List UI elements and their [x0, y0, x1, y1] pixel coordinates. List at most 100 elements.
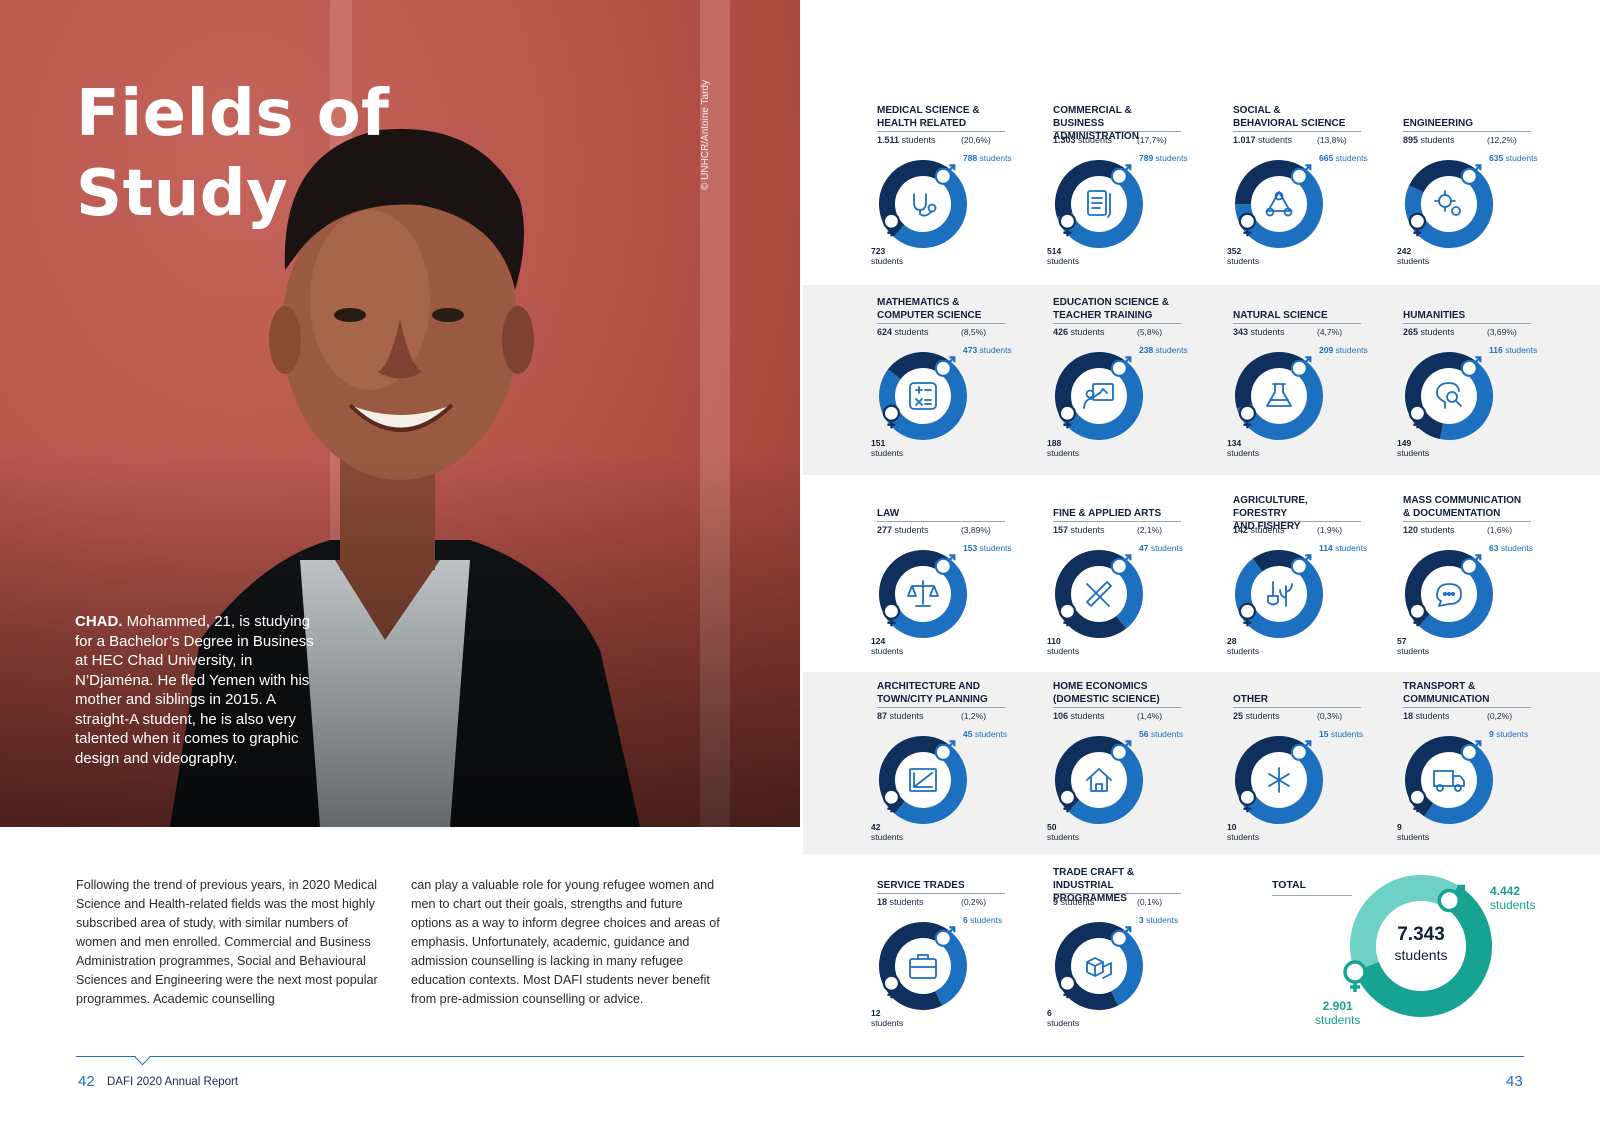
- field-male-unit: students: [977, 543, 1012, 553]
- male-segment: [1235, 557, 1323, 638]
- field-name: MASS COMMUNICATION & DOCUMENTATION: [1403, 494, 1533, 520]
- field-female-unit: students: [1397, 832, 1430, 842]
- field-male-students: 114 students: [1319, 543, 1367, 553]
- female-symbol-icon: [882, 602, 900, 627]
- field-male-unit: students: [977, 153, 1012, 163]
- field-female-count: 188: [1047, 438, 1062, 448]
- blueprint-icon: [909, 768, 937, 792]
- field-female-unit: students: [871, 832, 904, 842]
- field-male-students: 47 students: [1139, 543, 1183, 553]
- field-female-students: 134 students: [1227, 438, 1259, 458]
- field-people-network: SOCIAL & BEHAVIORAL SCIENCE 1.017 students…: [1227, 100, 1373, 280]
- house-icon: [1086, 768, 1112, 792]
- field-female-students: 9 students: [1397, 822, 1429, 842]
- field-name: ENGINEERING: [1403, 117, 1533, 130]
- field-name: AGRICULTURE, FORESTRY AND FISHERY: [1233, 494, 1363, 533]
- field-male-unit: students: [1328, 729, 1363, 739]
- body-text-column-2: can play a valuable role for young refug…: [411, 878, 720, 1006]
- field-name: NATURAL SCIENCE: [1233, 309, 1363, 322]
- female-segment: [1235, 736, 1304, 795]
- field-total: 1.511 students: [877, 135, 936, 145]
- field-name-line-1: OTHER: [1233, 694, 1268, 705]
- male-symbol-icon: [934, 356, 956, 377]
- female-symbol-icon: [882, 788, 900, 813]
- field-rule: [877, 707, 1005, 708]
- female-symbol-icon: [1238, 404, 1256, 429]
- field-total-count: 106: [1053, 711, 1069, 721]
- donut-center: [895, 368, 951, 424]
- female-symbol-icon: [1058, 212, 1076, 237]
- field-total: 106 students: [1053, 711, 1105, 721]
- field-rule: [1233, 521, 1361, 522]
- field-rule: [1403, 131, 1531, 132]
- field-percent: (1,6%): [1487, 525, 1513, 535]
- field-female-count: 42: [871, 822, 881, 832]
- male-symbol-icon: [934, 926, 956, 947]
- field-donut-chart: [879, 160, 967, 248]
- female-symbol-icon: [1238, 602, 1256, 627]
- field-name-line-1: ARCHITECTURE AND: [877, 681, 980, 692]
- field-female-unit: students: [871, 646, 904, 656]
- total-male: 4.442 students: [1490, 884, 1535, 912]
- field-donut-chart: [1055, 922, 1143, 1010]
- field-female-unit: students: [1227, 832, 1260, 842]
- field-female-students: 42 students: [871, 822, 903, 842]
- field-total-count: 87: [877, 711, 888, 721]
- shovel-plant-icon: [1267, 581, 1293, 607]
- field-female-count: 134: [1227, 438, 1242, 448]
- field-rule: [877, 893, 1005, 894]
- male-segment: [1068, 743, 1143, 824]
- field-male-unit: students: [1332, 543, 1368, 553]
- field-name: EDUCATION SCIENCE & TEACHER TRAINING: [1053, 296, 1183, 322]
- field-head-magnifier: HUMANITIES 265 students (3,69%) 116 student…: [1397, 292, 1543, 472]
- male-segment: [1405, 167, 1493, 248]
- field-female-unit: students: [1397, 448, 1430, 458]
- field-female-count: 6: [1047, 1008, 1052, 1018]
- field-total-count: 426: [1053, 327, 1069, 337]
- field-male-unit: students: [1148, 729, 1183, 739]
- field-donut-chart: [1235, 160, 1323, 248]
- field-donut-chart: [1405, 736, 1493, 824]
- total-donut-center: [1376, 901, 1466, 991]
- total-male-unit: students: [1490, 898, 1536, 912]
- field-total: 1.303 students: [1053, 135, 1112, 145]
- donut-center: [1421, 752, 1477, 808]
- field-total-count: 265: [1403, 327, 1419, 337]
- field-name-line-1: MASS COMMUNICATION: [1403, 495, 1522, 506]
- field-total-count: 120: [1403, 525, 1419, 535]
- male-symbol-icon: [1110, 740, 1132, 761]
- field-name: MEDICAL SCIENCE & HEALTH RELATED: [877, 104, 1007, 130]
- total-students-word: students: [1394, 947, 1448, 963]
- male-symbol-icon: [934, 554, 956, 575]
- field-briefcase: SERVICE TRADES 18 students (0,2%) 6 student…: [871, 862, 1017, 1042]
- field-teacher-board: EDUCATION SCIENCE & TEACHER TRAINING 426 s…: [1047, 292, 1193, 472]
- title-line-2: Study: [76, 157, 289, 231]
- female-segment: [1055, 352, 1124, 421]
- field-name: TRADE CRAFT & INDUSTRIAL PROGRAMMES: [1053, 866, 1183, 905]
- field-name: LAW: [877, 507, 1007, 520]
- field-percent: (17,7%): [1137, 135, 1167, 145]
- male-symbol-icon: [1460, 356, 1482, 377]
- field-name-line-1: HUMANITIES: [1403, 310, 1466, 321]
- field-rule: [877, 131, 1005, 132]
- male-segment: [1057, 167, 1143, 248]
- field-name-line-1: ENGINEERING: [1403, 118, 1474, 129]
- male-segment: [1424, 743, 1493, 824]
- field-donut-chart: [1055, 352, 1143, 440]
- field-female-students: 50 students: [1047, 822, 1079, 842]
- field-name-line-1: MEDICAL SCIENCE &: [877, 105, 980, 116]
- field-name: ARCHITECTURE AND TOWN/CITY PLANNING: [877, 680, 1007, 706]
- field-name: FINE & APPLIED ARTS: [1053, 507, 1183, 520]
- field-total: 277 students: [877, 525, 929, 535]
- field-rule: [1053, 131, 1181, 132]
- field-total-count: 1.303: [1053, 135, 1076, 145]
- male-symbol-icon: [1290, 554, 1312, 575]
- field-name-line-2: AND FISHERY: [1233, 521, 1301, 532]
- field-name-line-1: LAW: [877, 508, 900, 519]
- scales-icon: [907, 580, 939, 607]
- field-name-line-2: TOWN/CITY PLANNING: [877, 694, 988, 705]
- field-total-count: 9: [1053, 897, 1059, 907]
- field-male-count: 6: [963, 915, 968, 925]
- field-male-count: 473: [963, 345, 978, 355]
- field-male-students: 56 students: [1139, 729, 1183, 739]
